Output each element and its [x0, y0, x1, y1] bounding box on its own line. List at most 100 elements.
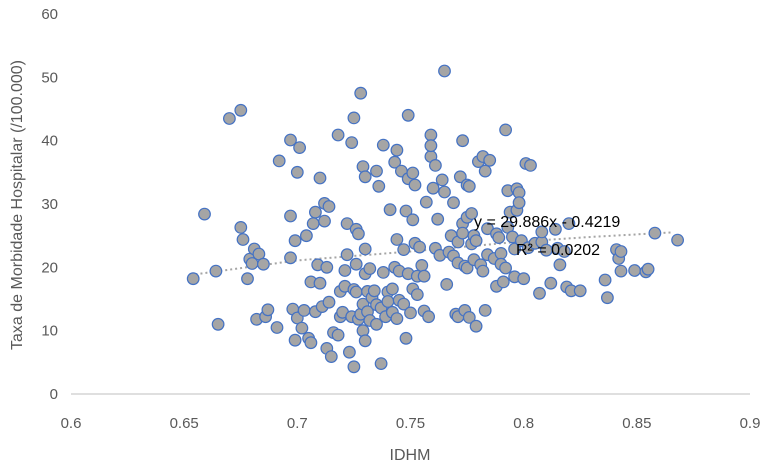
x-tick-label: 0.6	[61, 415, 82, 432]
data-point	[478, 164, 492, 178]
data-point	[558, 245, 571, 258]
data-point	[641, 262, 655, 276]
y-tick-label: 50	[41, 69, 58, 86]
data-point	[435, 173, 449, 187]
data-point	[399, 331, 413, 345]
data-point	[410, 288, 424, 302]
data-point	[313, 171, 327, 185]
x-tick-label: 0.85	[622, 415, 651, 432]
data-point	[390, 143, 404, 157]
data-point	[349, 285, 363, 299]
data-point	[222, 112, 236, 125]
data-point	[356, 160, 370, 174]
data-point	[438, 185, 451, 199]
data-point	[304, 336, 318, 350]
data-point	[358, 242, 372, 256]
data-point	[376, 266, 390, 279]
data-point	[397, 297, 411, 311]
data-point	[386, 282, 399, 296]
data-point	[517, 272, 531, 286]
y-tick-label: 10	[41, 323, 58, 340]
data-point	[390, 312, 404, 326]
data-point	[300, 229, 313, 243]
y-axis-title: Taxa de Morbidade Hospitalar (/100.000)	[9, 60, 26, 350]
data-point	[671, 233, 684, 247]
data-point	[340, 217, 354, 231]
data-point	[372, 179, 386, 193]
data-point	[422, 310, 436, 324]
data-point	[390, 233, 404, 246]
data-point	[383, 203, 397, 217]
data-point	[358, 334, 372, 348]
y-tick-label: 30	[41, 196, 58, 213]
data-point	[492, 231, 506, 245]
data-point	[535, 225, 549, 239]
data-point	[462, 179, 476, 193]
data-point	[483, 153, 497, 167]
data-point	[415, 259, 429, 272]
data-point	[381, 295, 395, 308]
data-point	[648, 226, 662, 240]
data-point	[198, 207, 211, 221]
data-point	[358, 170, 372, 184]
data-point	[284, 133, 297, 147]
data-point	[456, 226, 470, 240]
x-tick-label: 0.7	[287, 415, 308, 432]
data-point	[338, 264, 352, 277]
data-point	[438, 64, 451, 78]
data-point	[363, 262, 377, 276]
data-point	[460, 261, 474, 275]
data-point	[533, 286, 546, 300]
data-point	[313, 276, 327, 290]
data-point	[601, 291, 614, 305]
data-point	[417, 269, 431, 283]
data-point	[476, 264, 490, 278]
data-point	[290, 165, 304, 179]
data-point	[322, 200, 336, 213]
data-point	[236, 233, 250, 246]
data-point	[331, 128, 345, 142]
trendline-layer	[195, 231, 671, 276]
data-point	[367, 284, 381, 298]
data-point	[309, 205, 322, 219]
data-point	[343, 345, 356, 359]
data-point	[512, 196, 526, 210]
data-point	[349, 257, 363, 271]
data-point	[306, 217, 320, 231]
data-point	[374, 357, 388, 371]
data-point	[406, 166, 420, 180]
data-point	[295, 321, 309, 335]
data-point	[324, 350, 338, 364]
data-point	[297, 304, 311, 317]
data-point	[234, 220, 248, 234]
tick-labels-layer: 0 10 20 30 40 50 60 0.6 0.65 0.7 0.75 0.8 0.85 0.9	[41, 6, 760, 432]
data-point	[376, 138, 390, 152]
data-point	[284, 251, 297, 265]
y-tick-label: 0	[50, 386, 58, 403]
data-point	[388, 155, 402, 169]
data-points-layer	[186, 64, 684, 374]
data-point	[429, 158, 442, 172]
data-point	[209, 264, 223, 278]
data-point	[424, 128, 438, 142]
data-point	[431, 212, 445, 226]
data-point	[293, 141, 307, 155]
data-point	[573, 284, 587, 298]
data-point	[288, 333, 302, 347]
data-point	[257, 257, 270, 271]
data-point	[288, 234, 302, 248]
data-point	[462, 311, 476, 324]
data-point	[598, 273, 612, 287]
data-point	[241, 272, 254, 286]
data-point	[562, 217, 576, 231]
data-point	[614, 245, 628, 258]
data-point	[399, 204, 413, 218]
data-point	[413, 240, 427, 254]
data-point	[499, 261, 513, 275]
x-tick-label: 0.8	[513, 415, 534, 432]
data-point	[320, 260, 334, 274]
data-point	[508, 242, 521, 256]
data-point	[494, 246, 508, 260]
trendline-equation: y = 29.886x - 0.4219	[474, 214, 620, 231]
